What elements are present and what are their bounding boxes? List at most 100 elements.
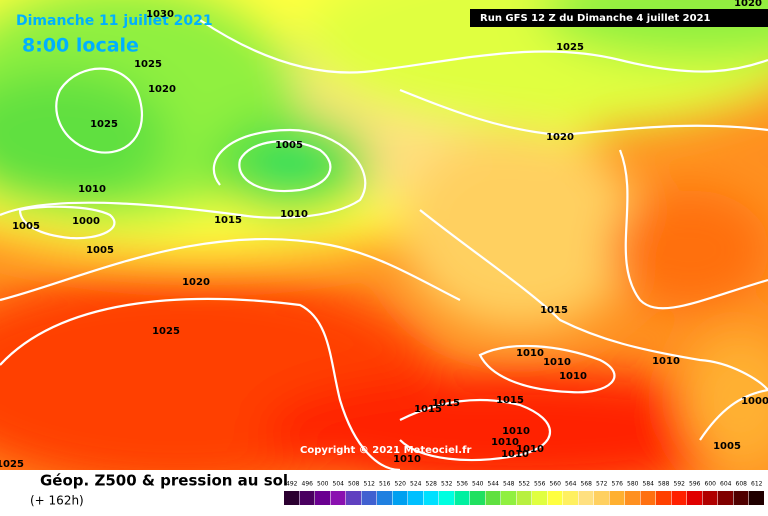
isobar [478,344,616,394]
legend-swatch [516,491,532,505]
legend-label: 584 [643,481,655,488]
legend-swatch [361,491,377,505]
legend-swatch [392,491,408,505]
isobar [0,237,461,302]
isobar-label: 1015 [414,404,442,415]
legend-label: 504 [333,481,345,488]
footer-title: Géop. Z500 & pression au sol [40,472,288,490]
footer-lead: (+ 162h) [30,494,84,508]
legend-swatch [671,491,687,505]
run-info: Run GFS 12 Z du Dimanche 4 juillet 2021 [480,13,711,24]
legend-swatch [470,491,485,505]
field [0,0,768,470]
legend-swatch [346,491,361,505]
legend-label: 544 [488,481,500,488]
isobar-label: 1025 [134,59,162,70]
legend-swatch [284,491,299,505]
isobar-label: 1010 [78,184,106,195]
legend-swatch [485,491,501,505]
map-time: 8:00 locale [22,35,139,57]
legend-label: 496 [302,481,314,488]
isobar-label: 1000 [72,216,100,227]
legend-label: 536 [457,481,469,488]
legend-swatch [563,491,578,505]
legend-swatch [733,491,749,505]
legend-label: 528 [426,481,438,488]
isobar [199,19,768,74]
isobar-label: 1020 [148,84,176,95]
legend-swatch [687,491,702,505]
isobar-label: 1005 [275,140,303,151]
legend-swatch [656,491,671,505]
isobar-label: 1010 [516,444,544,455]
legend-swatch [749,491,764,505]
map-date: Dimanche 11 juillet 2021 [16,13,213,29]
isobar-label: 1010 [652,356,680,367]
legend-swatch [439,491,454,505]
isobar-label: 1010 [543,357,571,368]
isobar-label: 1025 [90,119,118,130]
legend-label: 560 [550,481,562,488]
isobar-label: 1010 [502,426,530,437]
legend-swatch [609,491,625,505]
legend-swatch [408,491,423,505]
legend-label: 596 [689,481,701,488]
legend-label: 524 [410,481,422,488]
isobar [18,205,116,240]
isobar-label: 1010 [280,209,308,220]
legend-swatch [718,491,733,505]
isobar-label: 1030 [146,9,174,20]
isobar-label: 1020 [182,277,210,288]
copyright: Copyright © 2021 Meteociel.fr [300,445,471,456]
legend-label: 580 [627,481,639,488]
legend-label: 548 [503,481,515,488]
legend-label: 500 [317,481,329,488]
isobar-label: 1020 [734,0,762,9]
legend-swatch [501,491,516,505]
isobar-label: 1010 [491,437,519,448]
isobar-label: 1010 [559,371,587,382]
legend-label: 516 [379,481,391,488]
legend-label: 572 [596,481,608,488]
isobar-label: 1000 [741,396,768,407]
legend-label: 492 [286,481,298,488]
isobar-label: 1015 [214,215,242,226]
legend-swatch [702,491,718,505]
isobar [399,88,768,137]
isobar-label: 1025 [152,326,180,337]
legend-label: 552 [519,481,531,488]
isobar [419,209,768,391]
legend-label: 588 [658,481,670,488]
legend-label: 600 [705,481,717,488]
isobar [238,140,332,193]
legend-swatch [454,491,470,505]
legend-label: 564 [565,481,577,488]
legend-label: 568 [581,481,593,488]
legend-label: 512 [364,481,376,488]
legend-label: 556 [534,481,546,488]
isobar [55,67,143,154]
isobar-label: 1015 [432,398,460,409]
legend-label: 520 [395,481,407,488]
legend-label: 508 [348,481,360,488]
legend-label: 612 [751,481,763,488]
legend-swatch [377,491,392,505]
run-box [470,9,768,27]
legend-swatch [547,491,563,505]
legend-swatch [330,491,346,505]
isobar [0,297,401,470]
isobar [699,388,768,441]
coastline [618,149,768,310]
legend-label: 592 [674,481,686,488]
legend-label: 532 [441,481,453,488]
isobar-label: 1025 [0,459,24,470]
isobar-label: 1010 [501,449,529,460]
isobar-label: 1005 [713,441,741,452]
isobar [0,128,367,219]
legend-swatch [423,491,439,505]
legend-swatch [532,491,547,505]
legend-swatch [299,491,315,505]
isobar-label: 1020 [546,132,574,143]
